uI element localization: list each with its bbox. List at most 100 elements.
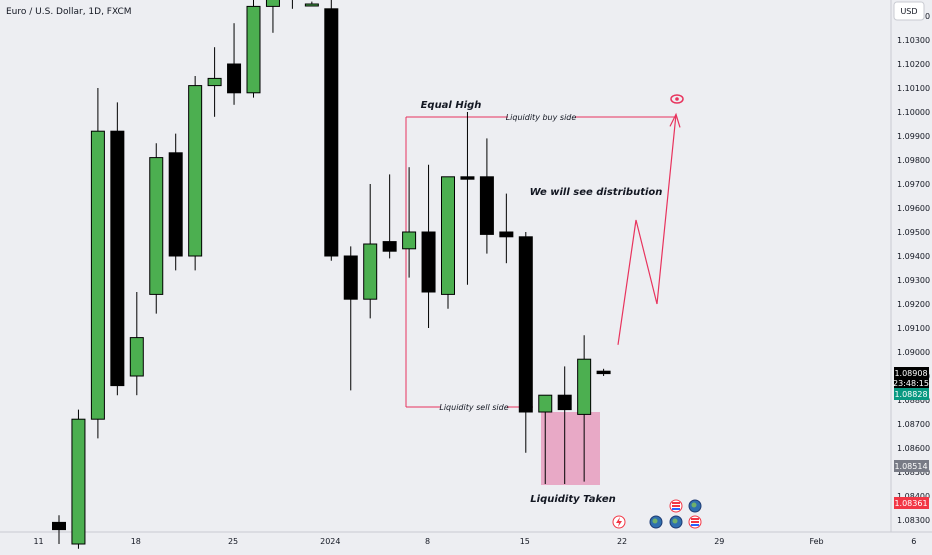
candle-body xyxy=(518,236,533,413)
time-tick-label: 8 xyxy=(425,537,430,546)
last-price-value: 1.08908 xyxy=(894,369,927,378)
bullish-candle xyxy=(129,292,144,396)
candle-body xyxy=(421,231,436,293)
buy-label-bg xyxy=(508,110,575,124)
events-row[interactable] xyxy=(612,499,702,529)
bullish-candle xyxy=(149,143,164,314)
candle-body xyxy=(304,3,319,7)
distribution-note: We will see distribution xyxy=(530,187,663,198)
time-tick-label: 15 xyxy=(520,537,530,546)
bearish-candle xyxy=(324,0,339,261)
bullish-candle xyxy=(363,184,378,319)
price-tick-label: 1.10300 xyxy=(897,36,930,45)
price-tick-label: 1.09300 xyxy=(897,276,930,285)
price-tick-label: 1.08600 xyxy=(897,444,930,453)
bullish-candle xyxy=(402,167,417,278)
candle-body xyxy=(343,255,358,300)
candle-body xyxy=(557,394,572,411)
price-tick-label: 1.09400 xyxy=(897,252,930,261)
bearish-candle xyxy=(499,193,514,264)
bearish-candle xyxy=(479,138,494,254)
bullish-candle xyxy=(538,394,553,484)
price-tick-label: 1.10000 xyxy=(897,108,930,117)
price-tick-label: 1.08300 xyxy=(897,516,930,525)
price-tick-label: 1.09600 xyxy=(897,204,930,213)
projection-arrowhead xyxy=(669,112,681,128)
time-tick-label: 18 xyxy=(131,537,141,546)
gray-level-value: 1.08514 xyxy=(894,462,927,471)
bearish-candle xyxy=(596,368,611,376)
candle-body xyxy=(460,176,475,180)
price-tick-label: 1.08400 xyxy=(897,492,930,501)
price-tick-label: 1.09900 xyxy=(897,132,930,141)
time-tick-label: 25 xyxy=(228,537,238,546)
bullish-candle xyxy=(304,1,319,7)
bullish-candle xyxy=(246,0,261,98)
price-tick-label: 1.08800 xyxy=(897,396,930,405)
projection-layer xyxy=(617,112,681,345)
annotation-layer: Liquidity buy side Liquidity sell side E… xyxy=(405,94,684,505)
gray-level-badge: 1.08514 xyxy=(894,460,929,472)
candle-body xyxy=(90,130,105,420)
liquidity-taken-box xyxy=(541,412,600,485)
candle-body xyxy=(363,243,378,300)
price-tick-label: 1.09000 xyxy=(897,348,930,357)
currency-button[interactable]: USD xyxy=(893,1,925,21)
lightning-icon[interactable] xyxy=(612,515,626,529)
candle-body xyxy=(577,358,592,415)
price-tick-label: 1.10200 xyxy=(897,60,930,69)
time-tick-label: 11 xyxy=(33,537,43,546)
bullish-candle xyxy=(90,88,105,439)
liquidity-sell-label: Liquidity sell side xyxy=(439,403,508,412)
bearish-candle xyxy=(343,246,358,391)
time-axis[interactable]: 11 18 25 2024 8 15 22 29 Feb 6 xyxy=(33,537,916,546)
candle-body xyxy=(168,152,183,257)
earth-icon[interactable] xyxy=(688,499,702,513)
candle-body xyxy=(207,77,222,87)
currency-label: USD xyxy=(900,7,917,16)
eye-icon[interactable] xyxy=(670,94,684,104)
candle-body xyxy=(188,85,203,257)
last-price-badge: 1.08908 23:48:15 xyxy=(893,367,929,389)
price-tick-label: 1.09500 xyxy=(897,228,930,237)
candle-body xyxy=(324,8,339,257)
red-level-badge: 1.08361 xyxy=(894,497,929,509)
sell-label-bg xyxy=(441,400,507,414)
candle-body xyxy=(110,130,125,387)
time-tick-label: 2024 xyxy=(320,537,340,546)
bullish-candle xyxy=(265,0,280,33)
symbol-title: Euro / U.S. Dollar, 1D, FXCM xyxy=(6,7,132,17)
bullish-candle xyxy=(188,76,203,271)
price-tick-label: 1.09800 xyxy=(897,156,930,165)
bearish-candle xyxy=(421,164,436,328)
green-level-badge: 1.08828 xyxy=(894,388,929,400)
us-flag-icon[interactable] xyxy=(669,499,683,513)
bearish-candle xyxy=(557,366,572,484)
candle-body xyxy=(441,176,455,295)
bullish-candle xyxy=(441,176,455,309)
candle-body xyxy=(149,157,164,295)
price-tick-label: 1.09100 xyxy=(897,324,930,333)
candle-body xyxy=(129,337,144,377)
candle-body xyxy=(596,370,611,375)
bearish-candle xyxy=(168,133,183,271)
bearish-candle xyxy=(518,232,533,453)
candle-body xyxy=(402,231,417,250)
earth-icon[interactable] xyxy=(669,515,683,529)
earth-icon[interactable] xyxy=(649,515,663,529)
us-flag-icon[interactable] xyxy=(688,515,702,529)
candle-body xyxy=(265,0,280,7)
green-level-value: 1.08828 xyxy=(894,390,927,399)
candle-body xyxy=(227,63,242,94)
bearish-candle xyxy=(227,23,242,105)
bearish-candle xyxy=(52,515,66,544)
time-tick-label: 6 xyxy=(911,537,916,546)
bullish-candle xyxy=(71,409,86,549)
bar-countdown: 23:48:15 xyxy=(893,379,929,388)
red-level-value: 1.08361 xyxy=(894,499,927,508)
candle-body xyxy=(382,241,397,252)
time-tick-label: 29 xyxy=(714,537,724,546)
